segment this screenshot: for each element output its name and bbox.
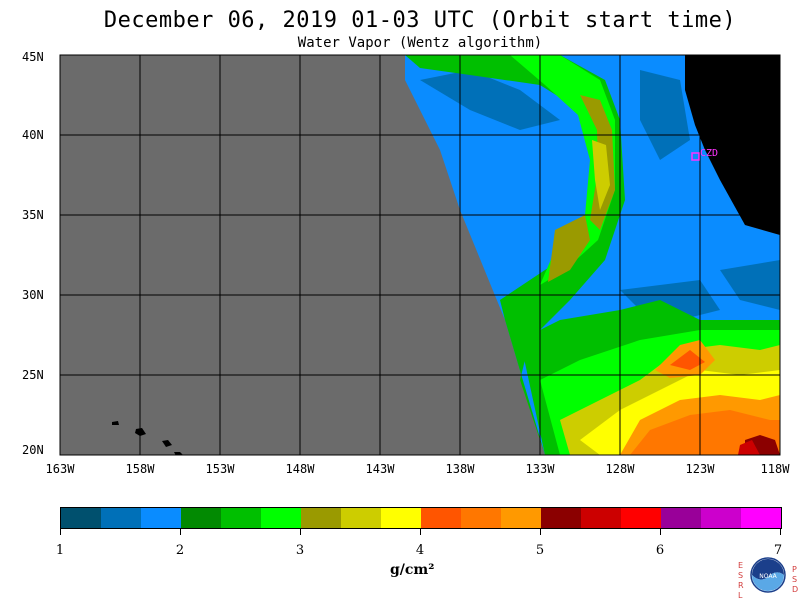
lon-label: 133W [525, 462, 555, 476]
colorbar-cell [541, 508, 581, 528]
lon-label: 128W [605, 462, 635, 476]
lon-label: 153W [205, 462, 235, 476]
colorbar-label: 1 [55, 543, 65, 558]
colorbar-cell [61, 508, 101, 528]
lon-label: 118W [760, 462, 790, 476]
lon-label: 148W [285, 462, 315, 476]
colorbar-label: 6 [655, 543, 665, 558]
lat-label: 45N [22, 50, 44, 64]
colorbar-label: 5 [535, 543, 545, 558]
colorbar-label: 4 [415, 543, 425, 558]
map-subtitle: Water Vapor (Wentz algorithm) [297, 35, 543, 51]
noaa-emblem-icon: NOAA [750, 557, 786, 593]
colorbar-units: g/cm² [390, 562, 435, 578]
lon-label: 138W [445, 462, 475, 476]
hawaii-islands [112, 421, 119, 425]
station-label: CZD [700, 148, 718, 159]
lat-label: 35N [22, 208, 44, 222]
colorbar-cell [221, 508, 261, 528]
colorbar-label: 7 [773, 543, 783, 558]
colorbar-cell [301, 508, 341, 528]
lat-label: 20N [22, 443, 44, 457]
colorbar-cell [701, 508, 741, 528]
station-marker: CZD [691, 148, 718, 161]
colorbar-cell [381, 508, 421, 528]
map-title: December 06, 2019 01-03 UTC (Orbit start… [103, 8, 737, 33]
colorbar-label: 2 [175, 543, 185, 558]
lon-label: 143W [365, 462, 395, 476]
land-region [685, 55, 780, 235]
colorbar-cell [461, 508, 501, 528]
colorbar-cell [741, 508, 781, 528]
colorbar-cell [661, 508, 701, 528]
lat-label: 30N [22, 288, 44, 302]
colorbar-cell [581, 508, 621, 528]
colorbar-cell [341, 508, 381, 528]
lat-label: 40N [22, 128, 44, 142]
colorbar-label: 3 [295, 543, 305, 558]
colorbar-cell [181, 508, 221, 528]
lon-label: 163W [45, 462, 75, 476]
colorbar-cell [141, 508, 181, 528]
colorbar-cell [501, 508, 541, 528]
lon-label: 123W [685, 462, 715, 476]
map-grid [59, 54, 781, 456]
colorbar [60, 507, 782, 529]
svg-text:NOAA: NOAA [759, 573, 777, 580]
colorbar-cell [261, 508, 301, 528]
lat-label: 25N [22, 368, 44, 382]
colorbar-cell [621, 508, 661, 528]
colorbar-cell [101, 508, 141, 528]
lon-label: 158W [125, 462, 155, 476]
colorbar-cell [421, 508, 461, 528]
